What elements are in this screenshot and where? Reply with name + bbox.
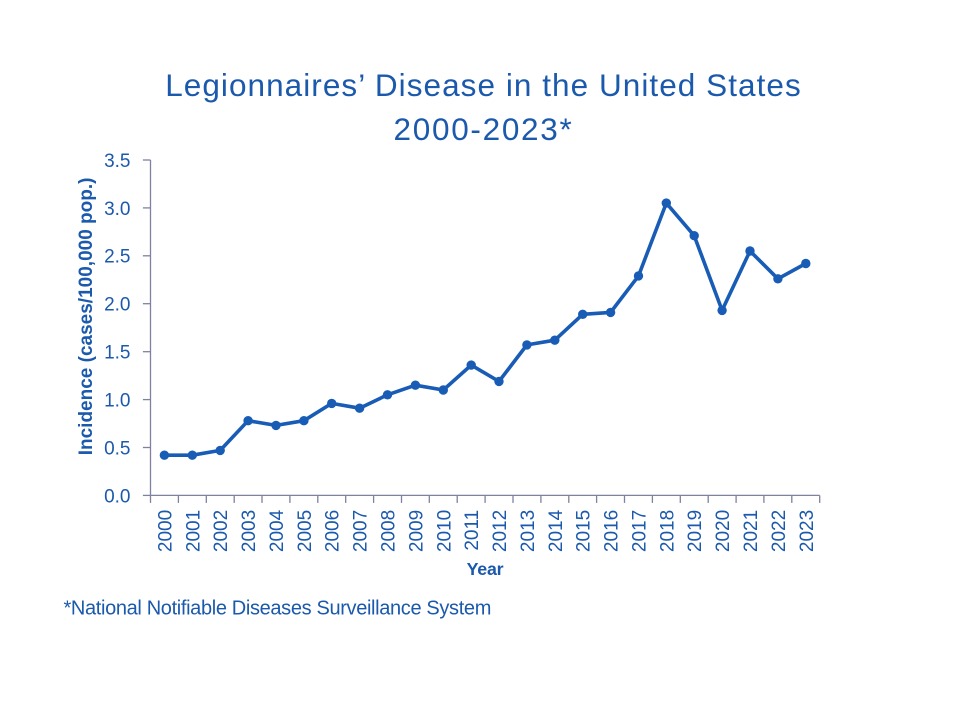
svg-text:2022: 2022 xyxy=(769,510,790,552)
svg-text:0.5: 0.5 xyxy=(104,438,130,459)
svg-text:2000: 2000 xyxy=(155,510,176,552)
svg-text:Legionnaires’ Disease in the U: Legionnaires’ Disease in the United Stat… xyxy=(165,67,802,103)
svg-text:2001: 2001 xyxy=(183,510,204,552)
svg-text:2007: 2007 xyxy=(351,510,372,552)
svg-text:2017: 2017 xyxy=(630,510,651,552)
svg-text:2019: 2019 xyxy=(685,510,706,552)
svg-text:*National Notifiable Diseases: *National Notifiable Diseases Surveillan… xyxy=(64,598,492,620)
svg-text:2.5: 2.5 xyxy=(104,247,130,268)
svg-text:2010: 2010 xyxy=(434,510,455,552)
svg-text:2.0: 2.0 xyxy=(104,295,130,316)
svg-text:3.0: 3.0 xyxy=(104,199,130,220)
svg-text:2021: 2021 xyxy=(741,510,762,552)
svg-text:2004: 2004 xyxy=(267,509,288,552)
svg-text:2012: 2012 xyxy=(490,510,511,552)
svg-text:0.0: 0.0 xyxy=(104,486,130,507)
svg-text:Year: Year xyxy=(467,559,504,579)
svg-text:2015: 2015 xyxy=(574,510,595,552)
svg-text:2014: 2014 xyxy=(546,509,567,552)
svg-text:2006: 2006 xyxy=(323,510,344,552)
svg-text:2009: 2009 xyxy=(406,510,427,552)
svg-text:2018: 2018 xyxy=(657,510,678,552)
svg-text:Incidence (cases/100,000 pop.): Incidence (cases/100,000 pop.) xyxy=(76,178,97,456)
svg-text:1.0: 1.0 xyxy=(104,391,130,412)
svg-text:2008: 2008 xyxy=(379,510,400,552)
svg-text:2011: 2011 xyxy=(462,510,483,551)
svg-text:2005: 2005 xyxy=(295,510,316,552)
svg-text:2003: 2003 xyxy=(239,510,260,552)
svg-text:2016: 2016 xyxy=(602,510,623,552)
svg-text:2002: 2002 xyxy=(211,510,232,552)
svg-text:2000-2023*: 2000-2023* xyxy=(394,111,574,147)
svg-text:2020: 2020 xyxy=(713,510,734,552)
svg-text:2013: 2013 xyxy=(518,510,539,552)
svg-text:3.5: 3.5 xyxy=(104,151,130,172)
svg-text:1.5: 1.5 xyxy=(104,343,130,364)
svg-text:2023: 2023 xyxy=(797,510,818,552)
